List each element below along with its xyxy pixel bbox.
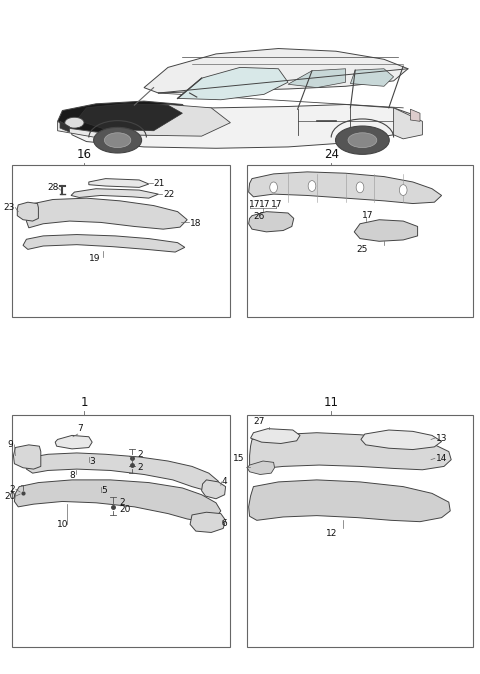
Text: 11: 11 bbox=[324, 396, 339, 409]
Polygon shape bbox=[55, 435, 92, 449]
Text: 19: 19 bbox=[89, 254, 100, 264]
Polygon shape bbox=[106, 104, 230, 136]
Text: 22: 22 bbox=[163, 189, 174, 199]
Text: 6: 6 bbox=[222, 518, 228, 528]
Polygon shape bbox=[178, 67, 288, 100]
Text: 10: 10 bbox=[57, 520, 68, 529]
Ellipse shape bbox=[104, 133, 131, 148]
Text: 21: 21 bbox=[154, 179, 165, 188]
Polygon shape bbox=[58, 121, 125, 139]
Polygon shape bbox=[77, 104, 182, 131]
Circle shape bbox=[356, 182, 364, 193]
Polygon shape bbox=[350, 69, 394, 86]
Polygon shape bbox=[89, 179, 149, 187]
Text: 5: 5 bbox=[101, 486, 107, 495]
Polygon shape bbox=[58, 101, 192, 135]
Text: 26: 26 bbox=[253, 212, 265, 221]
Ellipse shape bbox=[94, 127, 142, 153]
Polygon shape bbox=[202, 480, 226, 499]
Polygon shape bbox=[247, 461, 275, 474]
Polygon shape bbox=[410, 109, 420, 121]
Text: 27: 27 bbox=[253, 417, 265, 426]
Text: 1: 1 bbox=[80, 396, 88, 409]
Polygon shape bbox=[67, 104, 413, 148]
Text: 14: 14 bbox=[436, 454, 447, 463]
Polygon shape bbox=[60, 121, 70, 132]
Bar bbox=[247, 165, 473, 317]
Text: 18: 18 bbox=[190, 219, 201, 228]
Text: 28: 28 bbox=[47, 183, 59, 192]
Polygon shape bbox=[13, 445, 41, 469]
Polygon shape bbox=[23, 235, 185, 252]
Polygon shape bbox=[251, 429, 300, 443]
Text: 17: 17 bbox=[362, 211, 374, 220]
Text: 20: 20 bbox=[4, 491, 15, 501]
Text: 4: 4 bbox=[222, 477, 228, 487]
Text: 20: 20 bbox=[119, 505, 131, 514]
Text: 2: 2 bbox=[138, 462, 144, 472]
Polygon shape bbox=[249, 172, 442, 204]
Polygon shape bbox=[250, 433, 451, 470]
Polygon shape bbox=[190, 512, 226, 532]
Text: 24: 24 bbox=[324, 148, 339, 161]
Polygon shape bbox=[14, 480, 221, 522]
Text: 16: 16 bbox=[76, 148, 92, 161]
Ellipse shape bbox=[65, 117, 84, 128]
Text: 8: 8 bbox=[70, 470, 75, 480]
Polygon shape bbox=[17, 202, 38, 221]
Text: 12: 12 bbox=[325, 529, 337, 538]
Text: 9: 9 bbox=[8, 440, 13, 450]
Text: 2: 2 bbox=[138, 450, 144, 460]
Polygon shape bbox=[26, 198, 187, 229]
Text: 15: 15 bbox=[233, 454, 245, 463]
Bar bbox=[247, 415, 473, 647]
Polygon shape bbox=[354, 220, 418, 241]
Text: 17: 17 bbox=[249, 200, 260, 210]
Ellipse shape bbox=[336, 126, 389, 154]
Text: 13: 13 bbox=[436, 433, 447, 443]
Text: 17: 17 bbox=[259, 200, 271, 210]
Text: 17: 17 bbox=[271, 200, 282, 210]
Circle shape bbox=[399, 185, 407, 195]
Polygon shape bbox=[361, 430, 442, 450]
Text: 2: 2 bbox=[10, 485, 15, 494]
Text: 7: 7 bbox=[77, 424, 83, 433]
Polygon shape bbox=[249, 212, 294, 232]
Bar bbox=[12, 165, 230, 317]
Circle shape bbox=[270, 182, 277, 193]
Polygon shape bbox=[144, 49, 408, 93]
Polygon shape bbox=[26, 453, 218, 491]
Polygon shape bbox=[288, 69, 346, 88]
Bar bbox=[12, 415, 230, 647]
Circle shape bbox=[308, 181, 316, 191]
Text: 25: 25 bbox=[357, 245, 368, 254]
Text: 23: 23 bbox=[3, 203, 14, 212]
Text: 2: 2 bbox=[119, 498, 125, 508]
Polygon shape bbox=[394, 108, 422, 139]
Polygon shape bbox=[249, 480, 450, 522]
Ellipse shape bbox=[348, 133, 377, 148]
Polygon shape bbox=[71, 189, 158, 198]
Text: 3: 3 bbox=[89, 456, 95, 466]
